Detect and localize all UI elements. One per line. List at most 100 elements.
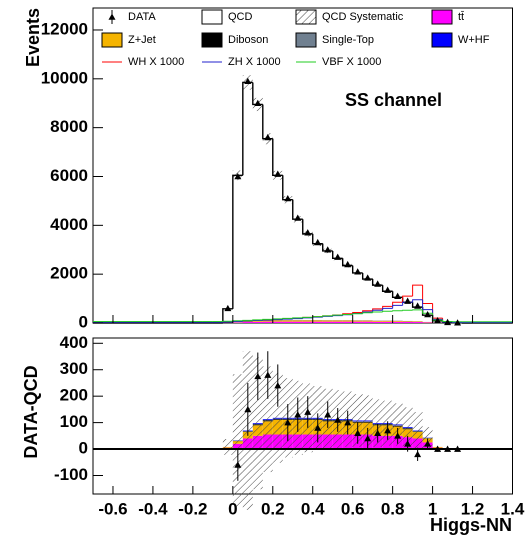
y-axis-label: DATA-QCD	[21, 365, 41, 458]
stack-bar	[262, 321, 273, 323]
stack-bar	[342, 320, 353, 322]
y-tick-label: 100	[60, 412, 88, 431]
stack-bar	[392, 321, 403, 323]
stack-bar	[252, 321, 263, 323]
step-segment	[392, 304, 403, 309]
y-tick-label: 0	[79, 312, 88, 331]
data-point	[274, 382, 282, 389]
legend-swatch	[431, 32, 453, 48]
step-segment	[402, 295, 413, 303]
data-point	[334, 253, 342, 260]
syst-band	[412, 412, 423, 450]
legend-label: QCD	[228, 11, 253, 23]
stack-bar	[332, 321, 343, 323]
stack-bar	[302, 321, 313, 323]
data-point	[434, 445, 442, 452]
stack-bar	[362, 320, 373, 322]
data-point	[274, 170, 282, 177]
stack-bar	[412, 321, 423, 323]
data-point	[244, 77, 252, 85]
legend-swatch	[201, 32, 223, 48]
x-tick-label: -0.4	[138, 499, 168, 518]
stack-bar	[322, 320, 333, 322]
step-segment	[342, 313, 353, 316]
stack-bar	[382, 320, 393, 322]
step-segment	[362, 312, 373, 314]
syst-band	[252, 357, 263, 490]
legend-label: W+HF	[458, 34, 490, 46]
syst-band	[232, 374, 243, 507]
data-point	[444, 445, 452, 452]
y-tick-label: 300	[60, 359, 88, 378]
syst-band	[222, 439, 233, 455]
data-point	[434, 317, 442, 324]
x-tick-label: 0.6	[341, 499, 365, 518]
y-tick-label: 2000	[50, 264, 88, 283]
data-point	[394, 292, 402, 299]
legend-swatch	[295, 32, 317, 48]
step-segment	[332, 314, 343, 316]
y-tick-label: 6000	[50, 166, 88, 185]
stack-bar	[352, 321, 363, 323]
stack-bar	[402, 321, 413, 322]
step-segment	[422, 309, 433, 314]
data-point	[404, 440, 412, 447]
data-point	[324, 246, 332, 253]
data-point	[234, 461, 242, 468]
legend-swatch	[108, 13, 116, 20]
step-segment	[232, 174, 243, 309]
legend-label: ZH X 1000	[228, 56, 281, 68]
stack-bar	[312, 321, 323, 323]
stack-bar	[322, 321, 333, 323]
data-point	[314, 238, 322, 246]
data-point	[444, 318, 452, 326]
y-tick-label: 8000	[50, 117, 88, 136]
data-point	[374, 429, 382, 436]
legend-label: WH X 1000	[128, 56, 184, 68]
legend-label: VBF X 1000	[322, 56, 381, 68]
data-point	[414, 302, 422, 309]
data-point	[344, 260, 352, 268]
x-tick-label: 0.8	[381, 499, 405, 518]
stack-bar	[372, 320, 383, 322]
data-point	[254, 99, 262, 107]
data-point	[454, 319, 462, 326]
step-segment	[412, 299, 423, 303]
step-segment	[372, 311, 383, 313]
y-tick-label: 200	[60, 386, 88, 405]
data-point	[374, 280, 382, 287]
stack-bar	[392, 320, 403, 322]
syst-band	[262, 366, 273, 473]
data-point	[234, 172, 242, 180]
data-point	[364, 274, 372, 281]
stack-bar	[242, 322, 253, 323]
data-point	[324, 411, 332, 418]
x-tick-label: 0	[228, 499, 237, 518]
x-tick-label: 1	[428, 499, 437, 518]
stack-bar	[382, 321, 393, 323]
data-point	[254, 372, 262, 380]
stack-bar	[372, 321, 383, 323]
stack-bar	[272, 320, 283, 322]
data-point	[354, 429, 362, 436]
data-point	[404, 297, 412, 304]
stack-bar	[412, 322, 423, 323]
stack-bar	[252, 320, 263, 322]
legend-label: tt̄	[458, 11, 464, 23]
legend-swatch	[101, 32, 123, 48]
data-point	[304, 229, 312, 236]
data-point	[284, 419, 292, 426]
data-point	[414, 450, 422, 458]
y-tick-label: 400	[60, 333, 88, 352]
stack-bar	[342, 321, 353, 323]
syst-band	[422, 427, 433, 449]
stack-bar	[352, 320, 363, 322]
stack-bar	[292, 320, 303, 322]
data-point	[314, 424, 322, 431]
data-point	[334, 416, 342, 423]
stack-bar	[262, 320, 273, 322]
legend-swatch	[201, 9, 223, 25]
stack-bar	[422, 322, 433, 323]
y-tick-label: 4000	[50, 215, 88, 234]
